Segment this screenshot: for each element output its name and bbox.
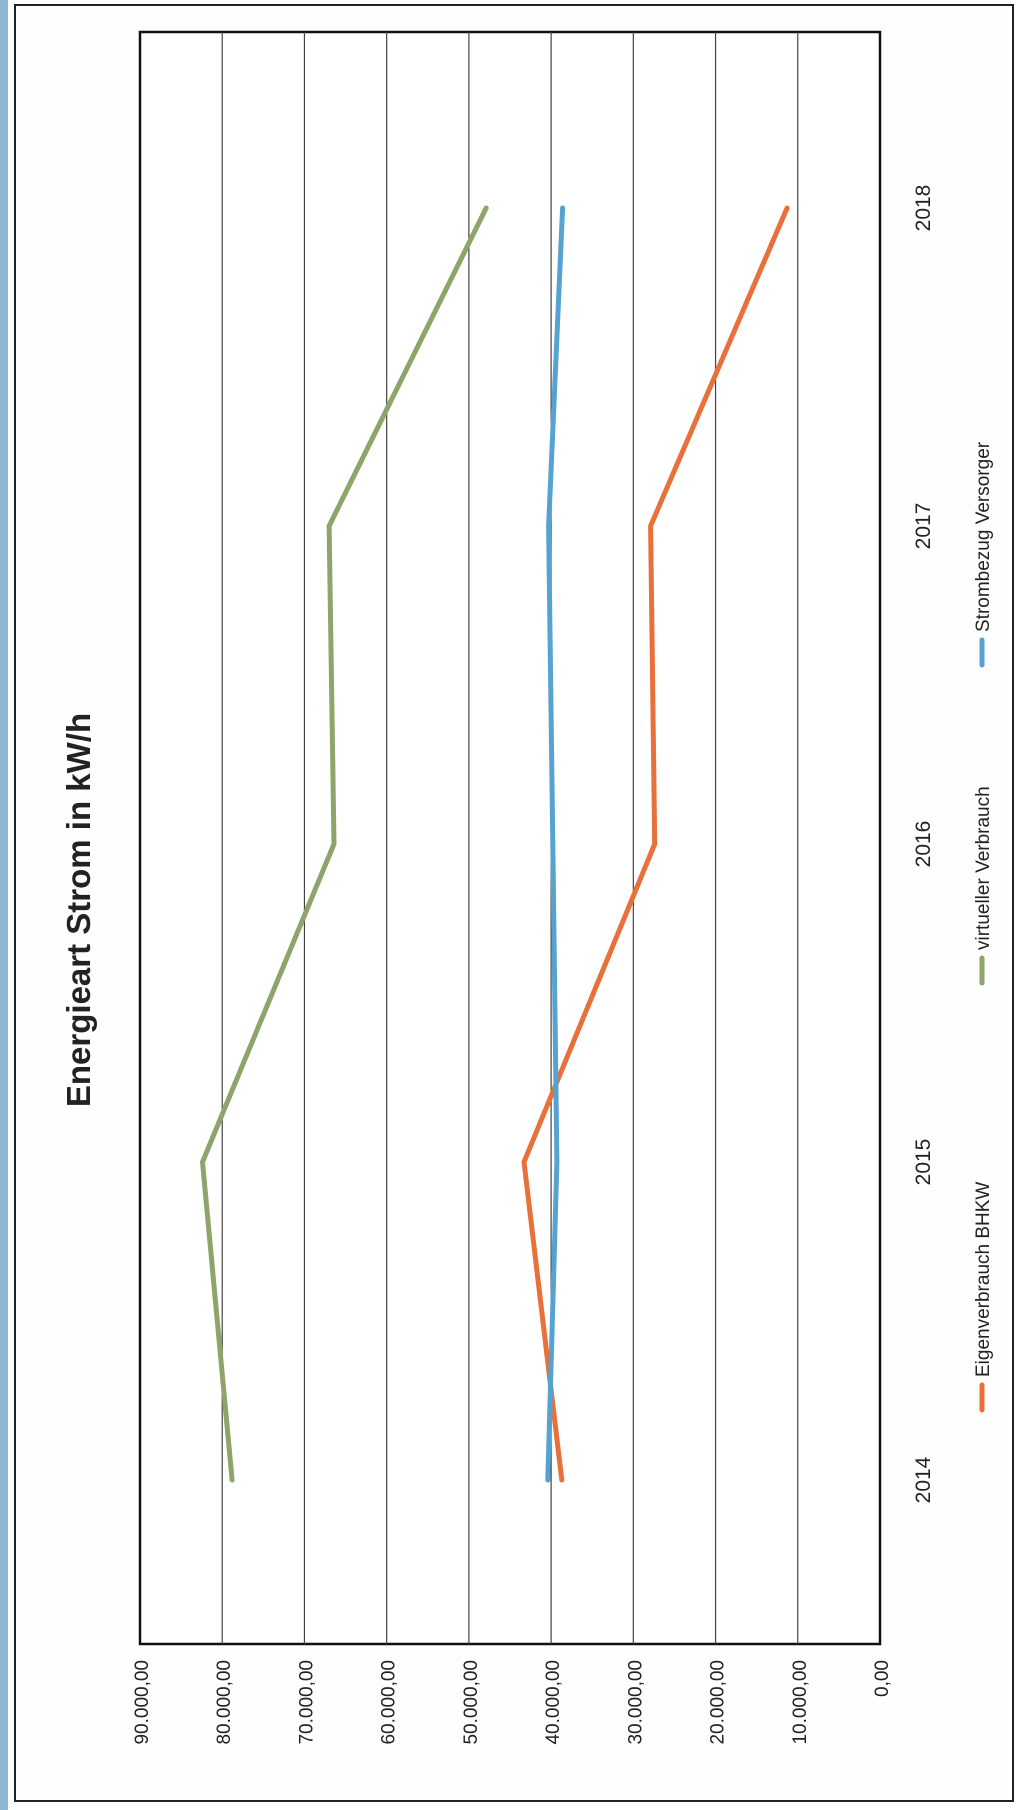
legend-label: Eigenverbrauch BHKW [973,1182,994,1377]
y-axis-tick-labels: 0,00 10.000,00 20.000,00 30.000,00 40.000,00… [132,1660,893,1745]
legend-label: virtueller Verbrauch [973,786,994,950]
series-lines [200,205,790,1483]
y-tick-label: 30.000,00 [625,1660,646,1745]
x-tick-label: 2015 [912,1139,935,1186]
y-tick-label: 80.000,00 [214,1660,235,1745]
plot-area [138,30,882,1646]
series-line [521,205,790,1483]
legend-label: Strombezug Versorger [973,441,994,632]
left-edge-stripe [0,0,8,1810]
series-line [545,205,566,1483]
y-tick-label: 50.000,00 [461,1660,482,1745]
x-tick-label: 2014 [912,1456,935,1503]
chart-title: Energieart Strom in kW/h [60,713,97,1107]
x-tick-label: 2017 [912,503,935,550]
y-tick-label: 20.000,00 [708,1660,729,1745]
y-tick-label: 10.000,00 [790,1660,811,1745]
y-tick-label: 0,00 [872,1660,893,1697]
x-tick-label: 2018 [912,185,935,232]
y-tick-label: 40.000,00 [543,1660,564,1745]
series-line [200,205,489,1483]
x-axis-tick-labels: 2014 2015 2016 2017 2018 [912,185,935,1504]
x-tick-label: 2016 [912,821,935,868]
y-tick-label: 90.000,00 [132,1660,153,1745]
y-tick-label: 70.000,00 [296,1660,317,1745]
legend: Eigenverbrauch BHKW virtueller Verbrauch S… [973,441,994,1413]
y-tick-label: 60.000,00 [379,1660,400,1745]
